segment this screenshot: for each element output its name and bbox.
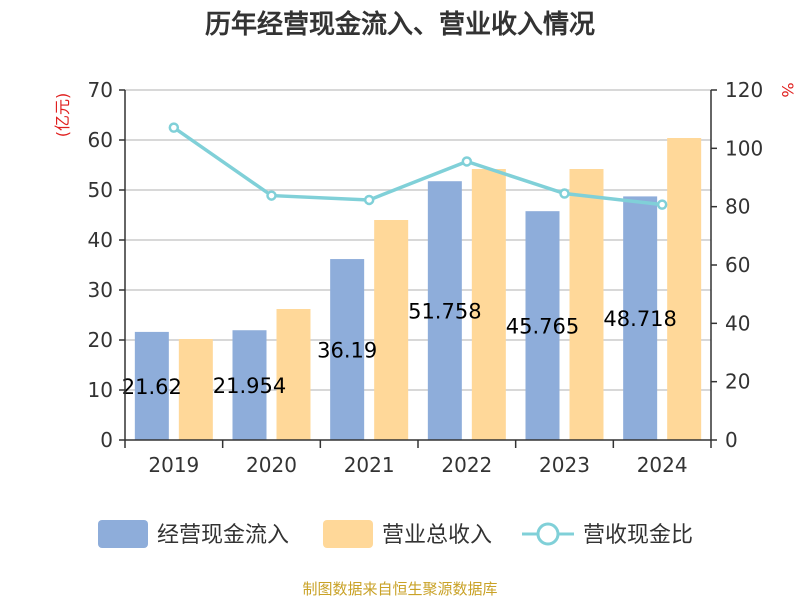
- right-axis-unit: %: [778, 82, 797, 97]
- left-axis-tick-label: 0: [100, 428, 113, 452]
- right-axis-tick-label: 100: [725, 136, 763, 160]
- legend-label-revenue: 营业总收入: [382, 523, 492, 548]
- bar-cash-inflow: [427, 181, 462, 440]
- bar-cash-inflow: [232, 330, 267, 440]
- legend-item-cash-inflow[interactable]: 经营现金流入: [98, 520, 289, 548]
- data-label-cash-inflow: 45.765: [506, 315, 579, 339]
- bar-cash-inflow: [330, 259, 365, 440]
- ratio-point: [363, 194, 375, 206]
- x-axis-tick-label: 2020: [246, 453, 297, 477]
- bar-revenue: [569, 169, 604, 440]
- right-axis-tick-label: 120: [725, 78, 763, 102]
- ratio-line-path: [172, 126, 663, 207]
- x-axis-tick-label: 2021: [344, 453, 395, 477]
- right-axis-tick-label: 40: [725, 311, 750, 335]
- bar-revenue: [178, 339, 213, 440]
- legend-swatch-cash-inflow: [98, 520, 148, 548]
- left-axis-tick-label: 40: [88, 228, 113, 252]
- legend: 经营现金流入 营业总收入 营收现金比: [98, 520, 693, 548]
- legend-item-ratio[interactable]: 营收现金比: [522, 522, 693, 548]
- left-axis-tick-label: 20: [88, 328, 113, 352]
- data-label-cash-inflow: 48.718: [603, 307, 676, 331]
- x-axis-tick-label: 2023: [539, 453, 590, 477]
- x-axis-tick-label: 2024: [637, 453, 688, 477]
- left-axis-tick-label: 30: [88, 278, 113, 302]
- data-label-cash-inflow: 21.954: [213, 374, 286, 398]
- legend-label-cash-inflow: 经营现金流入: [157, 523, 289, 548]
- bar-revenue: [471, 169, 506, 440]
- right-axis-tick-label: 80: [725, 195, 750, 219]
- data-label-cash-inflow: 51.758: [408, 300, 481, 324]
- bar-revenue: [374, 220, 409, 440]
- bar-revenue: [667, 138, 702, 440]
- data-label-cash-inflow: 36.19: [317, 339, 377, 363]
- data-labels: 21.62 21.954 36.19 51.758 45.765 48.718: [122, 300, 677, 399]
- gridlines: [125, 89, 711, 391]
- bar-cash-inflow: [525, 211, 560, 440]
- legend-item-revenue[interactable]: 营业总收入: [323, 520, 492, 548]
- ratio-point: [168, 122, 180, 133]
- ratio-line: [168, 122, 668, 210]
- legend-swatch-revenue: [323, 520, 373, 548]
- ratio-point: [461, 156, 473, 167]
- left-axis-tick-label: 70: [88, 78, 113, 102]
- bar-cash-inflow: [134, 331, 169, 440]
- bars: [134, 138, 702, 440]
- ratio-point: [656, 199, 668, 210]
- right-axis-tick-label: 20: [725, 370, 750, 394]
- x-axis-tick-label: 2019: [148, 453, 199, 477]
- right-axis-tick-label: 60: [725, 253, 750, 277]
- ratio-point: [559, 188, 570, 199]
- legend-swatch-ratio-marker: [536, 522, 560, 546]
- axes: 0 10 20 30 40 50 60 70 0 20 40 60 80 100 120 2019 2020 20…: [88, 78, 764, 477]
- ratio-point: [266, 190, 277, 201]
- left-axis-tick-label: 10: [88, 378, 113, 402]
- legend-label-ratio: 营收现金比: [583, 523, 693, 548]
- right-axis-tick-label: 0: [725, 428, 738, 452]
- left-axis-unit: (亿元): [53, 93, 72, 138]
- source-note: 制图数据来自恒生聚源数据库: [302, 580, 497, 598]
- chart-title: 历年经营现金流入、营业收入情况: [205, 9, 595, 40]
- left-axis-tick-label: 50: [88, 178, 113, 202]
- data-label-cash-inflow: 21.62: [122, 375, 182, 399]
- bar-revenue: [276, 309, 311, 440]
- bar-cash-inflow: [623, 196, 658, 440]
- left-axis-tick-label: 60: [88, 128, 113, 152]
- x-axis-tick-label: 2022: [441, 453, 492, 477]
